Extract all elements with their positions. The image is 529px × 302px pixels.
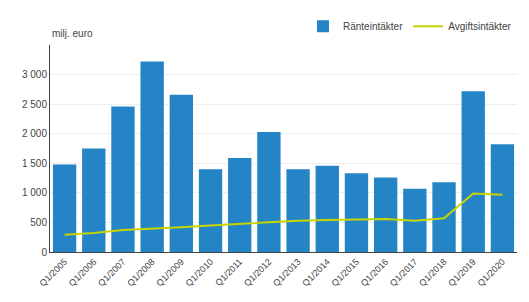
- svg-text:Q1/2005: Q1/2005: [38, 257, 69, 288]
- svg-text:Q1/2014: Q1/2014: [300, 257, 331, 288]
- svg-text:500: 500: [30, 217, 47, 228]
- svg-text:Avgiftsintäkter: Avgiftsintäkter: [448, 21, 511, 32]
- svg-text:Q1/2011: Q1/2011: [213, 257, 244, 288]
- svg-text:Q1/2016: Q1/2016: [359, 257, 390, 288]
- svg-text:Q1/2009: Q1/2009: [154, 257, 185, 288]
- svg-text:Q1/2006: Q1/2006: [67, 257, 98, 288]
- svg-text:0: 0: [41, 247, 47, 258]
- svg-text:3 000: 3 000: [22, 69, 47, 80]
- svg-text:1 000: 1 000: [22, 187, 47, 198]
- svg-text:milj. euro: milj. euro: [52, 28, 93, 39]
- svg-text:Q1/2020: Q1/2020: [476, 257, 507, 288]
- svg-text:Q1/2008: Q1/2008: [125, 257, 156, 288]
- svg-text:Q1/2017: Q1/2017: [388, 257, 419, 288]
- svg-text:Q1/2010: Q1/2010: [184, 257, 215, 288]
- svg-text:Q1/2018: Q1/2018: [417, 257, 448, 288]
- svg-text:Q1/2007: Q1/2007: [96, 257, 127, 288]
- svg-text:2 000: 2 000: [22, 128, 47, 139]
- svg-text:2 500: 2 500: [22, 99, 47, 110]
- svg-text:Ränteintäkter: Ränteintäkter: [343, 21, 403, 32]
- svg-text:Q1/2019: Q1/2019: [446, 257, 477, 288]
- svg-text:Q1/2012: Q1/2012: [242, 257, 273, 288]
- svg-text:Q1/2015: Q1/2015: [330, 257, 361, 288]
- svg-text:Q1/2013: Q1/2013: [271, 257, 302, 288]
- svg-text:1 500: 1 500: [22, 158, 47, 169]
